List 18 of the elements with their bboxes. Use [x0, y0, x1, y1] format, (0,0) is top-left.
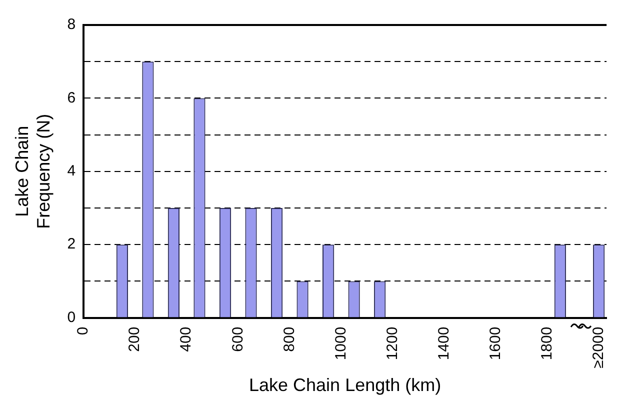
x-tick-label: 1800 — [538, 326, 556, 360]
x-tick-label: 0 — [74, 326, 92, 336]
x-tick-label: 800 — [280, 326, 298, 352]
x-tick-label: 200 — [126, 326, 144, 352]
x-tick-label: 400 — [178, 326, 195, 352]
x-tick-label: 1600 — [486, 326, 504, 360]
x-tick-label: ≥2000 — [590, 326, 607, 368]
y-axis-title: Lake Chain Frequency (N) — [12, 114, 54, 229]
x-axis-title: Lake Chain Length (km) — [248, 375, 442, 396]
x-tick-label: 1400 — [435, 326, 452, 360]
y-tick-label: 4 — [67, 162, 76, 180]
y-tick-label: 8 — [67, 16, 76, 34]
x-tick-label: 600 — [229, 326, 246, 352]
y-tick-label: 2 — [67, 236, 76, 253]
x-tick-label: 1200 — [384, 326, 401, 360]
y-tick-label: 0 — [67, 308, 76, 326]
x-tick-label: 1000 — [332, 326, 350, 360]
y-tick-label: 6 — [67, 89, 76, 106]
